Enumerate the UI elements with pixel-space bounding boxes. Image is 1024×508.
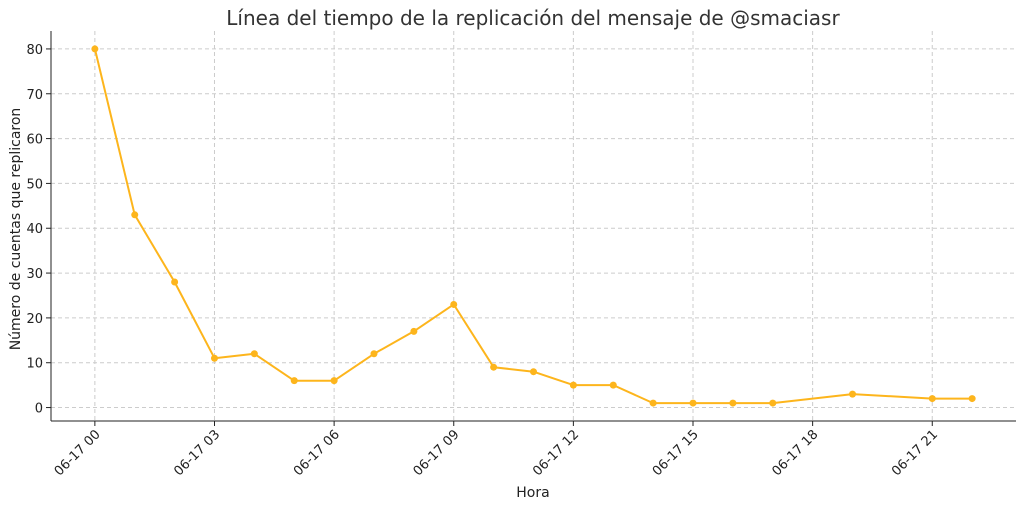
x-tick-label: 06-17 15 bbox=[650, 427, 702, 479]
data-point bbox=[91, 45, 99, 53]
series bbox=[91, 45, 976, 407]
x-axis-label: Hora bbox=[516, 485, 549, 501]
data-point bbox=[490, 363, 498, 371]
x-tick-label: 06-17 21 bbox=[889, 427, 941, 479]
data-point bbox=[968, 395, 976, 403]
data-point bbox=[928, 395, 936, 403]
axes bbox=[50, 31, 1016, 422]
y-tick-label: 40 bbox=[26, 222, 43, 237]
series-line bbox=[93, 48, 973, 405]
y-tick-label: 0 bbox=[35, 402, 43, 417]
x-tick-label: 06-17 00 bbox=[52, 427, 104, 479]
data-point bbox=[729, 399, 737, 407]
data-point bbox=[370, 350, 378, 358]
chart-title: Línea del tiempo de la replicación del m… bbox=[226, 6, 840, 30]
data-point bbox=[609, 381, 617, 389]
data-point bbox=[849, 390, 857, 398]
x-tick-label: 06-17 03 bbox=[171, 427, 223, 479]
data-point bbox=[210, 354, 218, 362]
x-tick-label: 06-17 06 bbox=[291, 427, 343, 479]
y-tick-label: 60 bbox=[26, 133, 43, 148]
y-tick-label: 10 bbox=[26, 357, 43, 372]
y-tick-label: 50 bbox=[26, 177, 43, 192]
x-tick-label: 06-17 12 bbox=[530, 427, 582, 479]
y-tick-label: 80 bbox=[26, 43, 43, 58]
data-point bbox=[410, 327, 418, 335]
grid bbox=[51, 31, 1016, 421]
data-point bbox=[769, 399, 777, 407]
x-tick-label: 06-17 09 bbox=[411, 427, 463, 479]
data-point bbox=[689, 399, 697, 407]
data-point bbox=[649, 399, 657, 407]
data-point bbox=[131, 211, 139, 219]
data-point bbox=[530, 368, 537, 376]
y-tick-label: 30 bbox=[26, 267, 43, 282]
data-point bbox=[569, 381, 577, 389]
y-tick-label: 70 bbox=[26, 88, 43, 103]
ticks: 0 10 20 30 40 50 60 70 80 06-17 00 06-17 03 06-17 0… bbox=[26, 43, 941, 479]
data-point bbox=[450, 300, 458, 308]
data-point bbox=[330, 377, 338, 385]
x-tick-label: 06-17 18 bbox=[770, 427, 822, 479]
data-point bbox=[250, 350, 258, 358]
y-tick-label: 20 bbox=[26, 312, 43, 327]
data-point bbox=[171, 278, 179, 286]
data-point bbox=[290, 377, 298, 385]
y-axis-label: Número de cuentas que replicaron bbox=[8, 108, 24, 351]
